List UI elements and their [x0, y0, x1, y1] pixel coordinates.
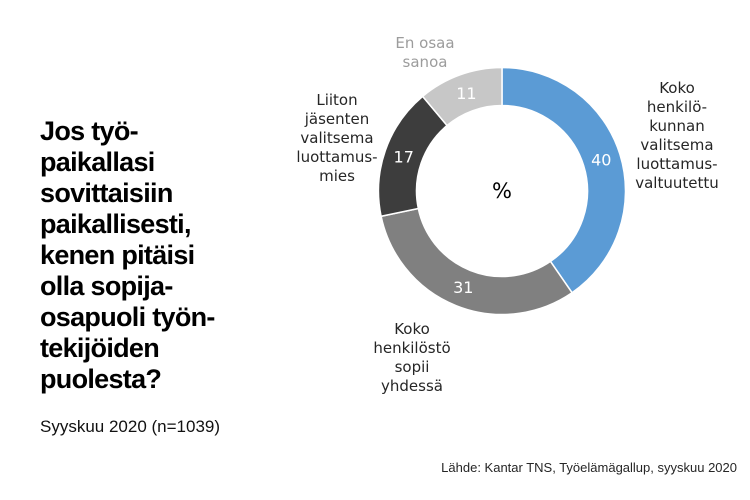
slice-label-koko-henkilokunnan: Koko henkilö- kunnan valitsema luottamus…	[635, 79, 719, 192]
slice-label-en-osaa-sanoa: En osaa sanoa	[395, 34, 455, 71]
value-label-koko-henkilosto-sopii-yhdessa: 31	[453, 278, 473, 297]
donut-center-label: %	[492, 179, 512, 203]
value-label-liiton-jasenten-valitsema-luottamusmies: 17	[394, 148, 414, 167]
donut-slice-koko-henkilosto-sopii-yhdessa	[380, 207, 574, 316]
slice-label-koko-henkilosto: Koko henkilöstö sopii yhdessä	[373, 320, 451, 395]
value-label-en-osaa-sanoa: 11	[456, 84, 476, 103]
chart-title: Jos työ- paikallasi sovittaisiin paikall…	[40, 116, 215, 394]
value-label-koko-henkilokunnan-valitsema-luottamusvaltuutettu: 40	[591, 151, 611, 170]
source-note: Lähde: Kantar TNS, Työelämägallup, syysk…	[441, 460, 737, 475]
donut-slice-koko-henkilokunnan-valitsema-luottamusvaltuutettu	[501, 66, 627, 294]
donut-slice-en-osaa-sanoa	[421, 66, 503, 127]
chart-subtitle: Syyskuu 2020 (n=1039)	[40, 417, 221, 436]
slice-label-liiton-jasenten: Liiton jäsenten valitsema luottamus- mie…	[296, 91, 378, 185]
